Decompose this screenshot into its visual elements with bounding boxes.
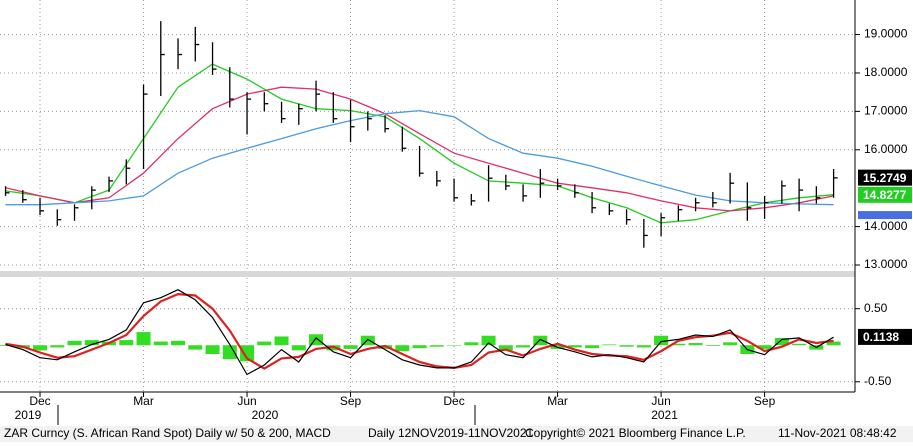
histogram-bar [291,345,306,351]
histogram-bar [205,345,220,354]
histogram-bar [654,335,669,346]
footer-caption: ZAR Curncy (S. African Rand Spot) Daily … [4,426,331,440]
y-tick-label: 14.0000 [864,219,908,233]
histogram-bar [447,345,462,346]
histogram-bar [585,345,600,349]
histogram-bar [395,345,410,352]
histogram-bar [619,345,634,347]
year-label: 2021 [651,408,678,422]
x-tick-label: Jun [237,394,256,408]
y-tick-label: 18.0000 [864,65,908,79]
histogram-bar [222,345,237,360]
y-tick-label: -0.50 [864,374,892,388]
x-tick-label: Jun [651,394,670,408]
histogram-bar [67,340,82,346]
histogram-bar [481,335,496,346]
histogram-bar [309,334,324,346]
signal-line [5,292,834,370]
price-label-box [858,186,912,203]
year-label: 2019 [15,408,42,422]
histogram-bar [498,345,513,351]
histogram-bar [50,345,65,348]
price-label: 15.2749 [863,171,907,185]
histogram-bar [136,332,151,346]
histogram-bar [429,345,444,347]
x-tick-label: Dec [443,394,464,408]
histogram-bar [119,340,134,346]
histogram-bar [567,345,582,348]
y-tick-label: 13.0000 [864,257,908,271]
price-label-box [858,169,912,186]
histogram-bar [516,345,531,348]
footer-timestamp: 11-Nov-2021 08:48:42 [778,426,897,440]
histogram-bar [257,341,272,346]
x-tick-label: Mar [547,394,568,408]
footer-copyright: Copyright© 2021 Bloomberg Finance L.P. [525,426,746,440]
panel-divider [0,271,855,277]
macd-line [5,289,834,376]
histogram-bar [171,340,186,346]
histogram-bar [464,342,479,346]
histogram-bar [33,345,48,351]
histogram-bar [602,344,617,346]
price-label: 14.8277 [863,188,907,202]
x-tick-label: Mar [133,394,154,408]
histogram-bar [671,343,686,346]
histogram-bar [826,341,841,346]
y-tick-label: 17.0000 [864,104,908,118]
histogram-bar [636,345,651,348]
histogram-bar [0,345,13,346]
histogram-bar [274,336,289,346]
histogram-bar [412,345,427,349]
y-tick-label: 19.0000 [864,27,908,41]
histogram-bar [343,345,358,349]
histogram-bar [360,335,375,346]
histogram-bar [240,345,255,362]
moving-average [5,109,834,206]
histogram-bar [723,342,738,346]
y-tick-label: 16.0000 [864,142,908,156]
macd-last-label-box [858,328,912,345]
footer-range: Daily 12NOV2019-11NOV2021 [368,426,534,440]
histogram-bar [153,341,168,346]
x-tick-label: Dec [29,394,50,408]
x-tick-label: Sep [340,394,362,408]
histogram-bar [533,335,548,346]
footer-bar [0,426,913,442]
hidden-label-box [858,211,912,220]
year-label: 2020 [252,408,279,422]
histogram-bar [688,343,703,346]
histogram-bar [757,345,772,349]
macd-last-label: 0.1138 [863,330,899,344]
histogram-bar [188,345,203,350]
x-tick-label: Sep [754,394,776,408]
histogram-bar [84,340,99,346]
histogram-bar [774,337,789,346]
histogram-bar [705,345,720,346]
y-tick-label: 0.50 [864,301,888,315]
histogram-bar [792,343,807,346]
